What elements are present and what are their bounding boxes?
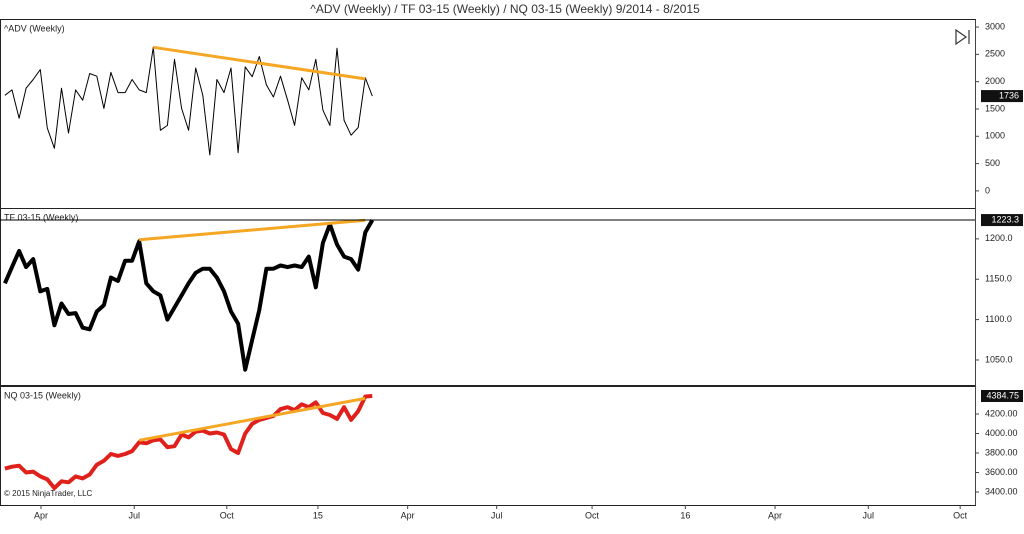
panel-label: NQ 03-15 (Weekly) [4,390,81,400]
x-tick-label: Jul [863,510,875,520]
last-value-box [981,389,1023,402]
y-tick-label: 4000.00 [985,428,1018,438]
y-tick-label: 2000 [985,76,1005,86]
y-tick-label: 0 [985,185,990,195]
data-line [4,394,373,491]
x-tick-label: Jul [491,510,503,520]
panel-label: ^ADV (Weekly) [4,23,65,33]
last-value-box [981,214,1023,227]
y-tick-label: 1100.0 [985,314,1012,324]
y-tick-label: 1050.0 [985,354,1013,364]
y-tick-label: 4200.00 [985,408,1018,418]
last-value-label: 1223.3 [991,214,1019,224]
trendline [153,45,366,81]
x-tick-label: Jul [128,510,140,520]
x-tick-label: 16 [680,510,690,520]
end-icon [955,28,970,46]
trendline [138,396,366,442]
data-line [3,219,375,372]
y-tick-label: 1150.0 [985,274,1012,284]
y-tick-label: 1500 [985,103,1005,113]
y-tick-label: 1200.0 [985,233,1013,243]
x-tick-label: Apr [768,510,782,520]
x-tick-label: Oct [585,510,600,520]
panel-label: TF 03-15 (Weekly) [4,212,78,222]
last-value-box [981,90,1023,103]
y-tick-label: 500 [985,158,1000,168]
panel-frame [0,386,976,506]
panel-frame [0,208,976,386]
y-tick-label: 3400.00 [985,486,1018,496]
chart-title: ^ADV (Weekly) / TF 03-15 (Weekly) / NQ 0… [310,2,700,16]
y-tick-label: 3600.00 [985,467,1018,477]
y-tick-label: 3800.00 [985,447,1018,457]
y-tick-label: 2500 [985,49,1005,59]
x-tick-label: Oct [220,510,235,520]
last-value-label: 1736 [999,90,1019,100]
trendline [139,218,366,242]
y-tick-label: 1000 [985,131,1005,141]
y-tick-label: 3000 [985,21,1005,31]
copyright: © 2015 NinjaTrader, LLC [4,489,93,498]
x-tick-label: 15 [313,510,323,520]
x-tick-label: Oct [953,510,968,520]
panel-frame [0,19,976,209]
x-tick-label: Apr [34,510,48,520]
x-tick-label: Apr [401,510,415,520]
data-line [4,46,373,156]
last-value-label: 4384.75 [986,390,1019,400]
